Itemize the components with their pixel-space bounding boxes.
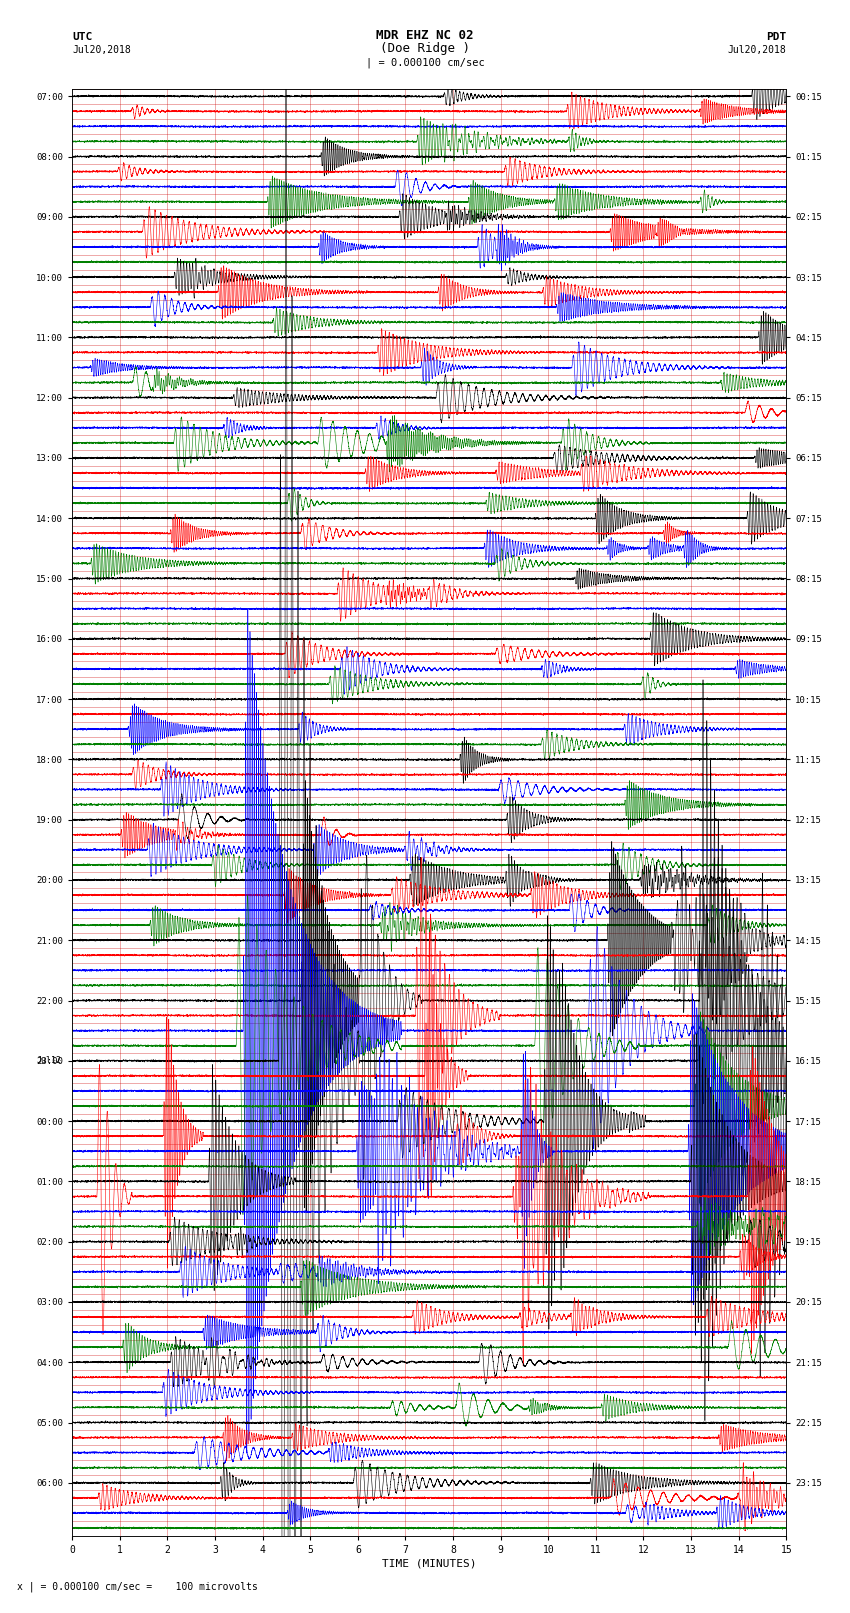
Text: x | = 0.000100 cm/sec =    100 microvolts: x | = 0.000100 cm/sec = 100 microvolts xyxy=(17,1582,258,1592)
Text: Jul20,2018: Jul20,2018 xyxy=(72,45,131,55)
X-axis label: TIME (MINUTES): TIME (MINUTES) xyxy=(382,1558,477,1569)
Text: MDR EHZ NC 02: MDR EHZ NC 02 xyxy=(377,29,473,42)
Text: Jul12: Jul12 xyxy=(37,1057,61,1065)
Text: PDT: PDT xyxy=(766,32,786,42)
Text: (Doe Ridge ): (Doe Ridge ) xyxy=(380,42,470,55)
Text: UTC: UTC xyxy=(72,32,93,42)
Text: Jul20,2018: Jul20,2018 xyxy=(728,45,786,55)
Text: | = 0.000100 cm/sec: | = 0.000100 cm/sec xyxy=(366,58,484,68)
